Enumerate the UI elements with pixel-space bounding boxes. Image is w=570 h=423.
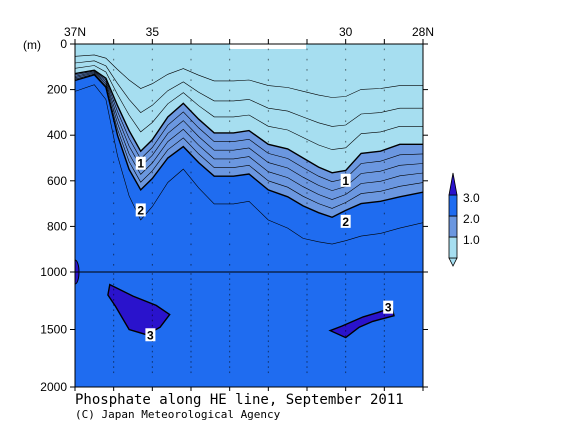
legend-level-label: 3.0	[463, 191, 480, 205]
legend-high-arrow	[448, 172, 458, 196]
chart-credit: (C) Japan Meteorological Agency	[75, 408, 281, 421]
plot-area: 1 1 2 2 3 3	[75, 44, 423, 387]
y-tick-label: 0	[60, 37, 67, 51]
x-tick-label: 28N	[412, 25, 434, 39]
y-tick-label: 1500	[40, 323, 67, 337]
legend: 1.0 2.0 3.0	[448, 172, 480, 267]
y-tick-label: 1000	[40, 265, 67, 279]
band-below-1	[75, 44, 423, 173]
legend-level-label: 1.0	[463, 233, 480, 247]
x-axis: 37N 35 30 28N	[64, 25, 434, 391]
contour-2	[75, 74, 423, 219]
legend-swatch-mid	[448, 215, 458, 238]
y-tick-label: 2000	[40, 380, 67, 394]
x-tick-label: 30	[339, 25, 353, 39]
contour-label: 1	[342, 174, 349, 188]
x-tick-label: 35	[146, 25, 160, 39]
fine-contours	[75, 54, 423, 245]
legend-low-arrow	[448, 257, 458, 267]
y-tick-label: 400	[47, 128, 67, 142]
chart-title: Phosphate along HE line, September 2011	[75, 392, 404, 408]
contour-labels: 1 1 2 2 3 3	[135, 156, 394, 342]
plot-frame	[74, 43, 424, 388]
y-axis: 0 200 400 600 800 1000 1500 2000	[40, 37, 428, 394]
contour-label: 1	[137, 157, 144, 171]
legend-level-label: 2.0	[463, 212, 480, 226]
contour-label: 3	[147, 328, 154, 342]
contour-1	[75, 69, 423, 174]
no-data-strip	[230, 44, 306, 49]
legend-swatch-high	[448, 194, 458, 217]
contour-label: 3	[385, 301, 392, 315]
contour-label: 2	[137, 203, 144, 217]
station-dots	[113, 48, 385, 374]
y-tick-label: 800	[47, 219, 67, 233]
legend-swatch-low	[448, 236, 458, 259]
x-tick-label: 37N	[64, 25, 86, 39]
y-tick-label: 600	[47, 174, 67, 188]
contour-label: 2	[342, 215, 349, 229]
y-tick-label: 200	[47, 83, 67, 97]
y-axis-label: (m)	[23, 38, 41, 52]
